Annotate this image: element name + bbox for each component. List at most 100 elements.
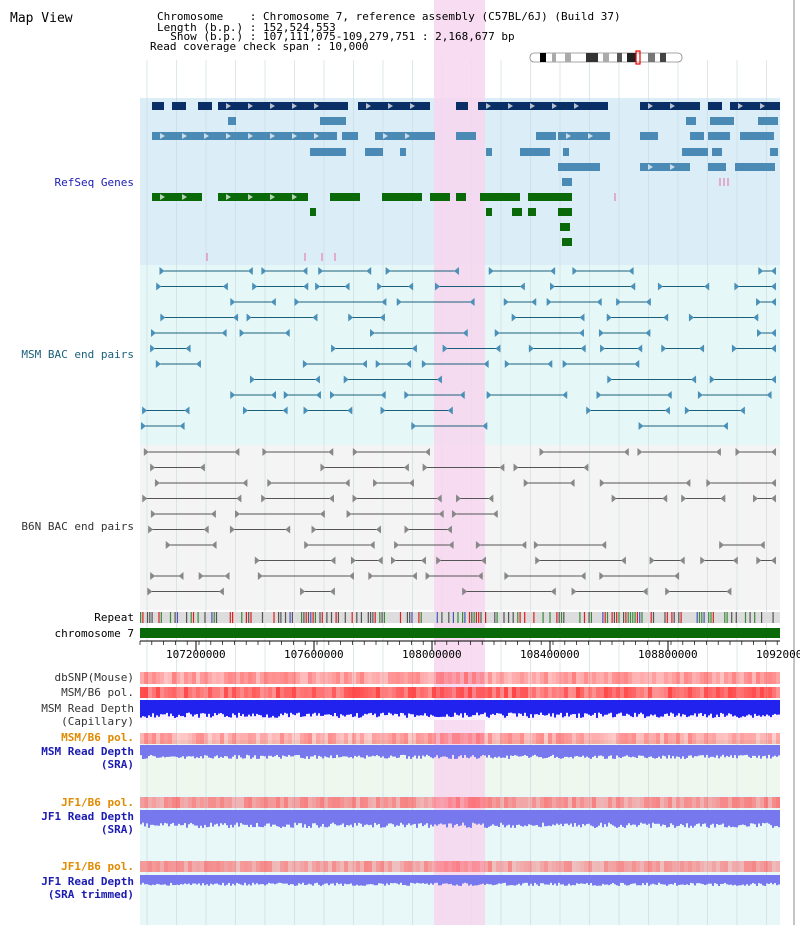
pol-cell [648, 797, 652, 808]
msm-capillary-depth-bar [650, 700, 652, 715]
msm-sra-depth-bar [684, 745, 686, 759]
msm-capillary-depth-bar [598, 700, 600, 713]
msm-capillary-depth-bar [710, 700, 712, 714]
jf1-trimmed-depth-bar [750, 875, 752, 885]
pol-cell [528, 687, 532, 698]
msm-bac-pair-end [578, 329, 584, 337]
dbsnp-cell [312, 672, 316, 684]
jf1-sra-depth-bar [570, 810, 572, 824]
msm-sra-depth-bar [438, 745, 440, 759]
jf1-sra-depth-bar [702, 810, 704, 824]
pol-cell [416, 797, 420, 808]
track-label-msm-read-depth-capillary[interactable]: MSM Read Depth [41, 702, 134, 715]
b6n-bac-pair-end [436, 494, 442, 503]
track-label-msm-bac-end-pairs[interactable]: MSM BAC end pairs [21, 348, 134, 361]
track-label-refseq-genes[interactable]: RefSeq Genes [54, 176, 134, 189]
gene-block [218, 193, 308, 201]
pol-cell [696, 797, 700, 808]
track-label-b6n-bac-end-pairs[interactable]: B6N BAC end pairs [21, 520, 134, 533]
jf1-sra-depth-bar [198, 810, 200, 828]
dbsnp-cell [660, 672, 664, 684]
jf1-trimmed-depth-bar [202, 875, 204, 884]
pol-cell [444, 861, 448, 872]
dbsnp-cell [332, 672, 336, 684]
track-label-msm-b6-pol-2[interactable]: MSM/B6 pol. [61, 731, 134, 744]
jf1-trimmed-depth-bar [370, 875, 372, 885]
pol-cell [772, 797, 776, 808]
msm-capillary-depth-bar [514, 700, 516, 714]
msm-bac-pair-end [600, 344, 606, 353]
track-label-msm-read-depth-sra[interactable]: MSM Read Depth [41, 745, 134, 758]
jf1-trimmed-depth-bar [434, 875, 436, 883]
jf1-trimmed-depth-bar [762, 875, 764, 886]
jf1-sra-depth-bar [770, 810, 772, 826]
pol-cell [556, 861, 560, 872]
dbsnp-cell [648, 672, 652, 684]
msm-capillary-depth-bar [664, 700, 666, 715]
jf1-sra-depth-bar [340, 810, 342, 825]
pol-cell [228, 733, 232, 744]
jf1-trimmed-depth-bar [240, 875, 242, 885]
repeat-mark [411, 612, 413, 623]
dbsnp-cell [420, 672, 424, 684]
track-label-chromosome[interactable]: chromosome 7 [54, 627, 134, 640]
jf1-trimmed-depth-bar [528, 875, 530, 886]
dbsnp-cell [348, 672, 352, 684]
pol-cell [592, 861, 596, 872]
msm-capillary-depth-bar [362, 700, 364, 716]
pol-cell [440, 861, 444, 872]
jf1-sra-depth-bar [304, 810, 306, 825]
pol-cell [712, 861, 716, 872]
b6n-bac-pair-end [285, 525, 291, 534]
pol-cell [220, 733, 224, 744]
msm-sra-depth-bar [358, 745, 360, 756]
gene-block [400, 148, 406, 156]
jf1-sra-depth-bar [644, 810, 646, 824]
msm-sra-depth-bar [338, 745, 340, 758]
jf1-trimmed-depth-bar [250, 875, 252, 886]
pol-cell [156, 797, 160, 808]
track-label-jf1-read-depth-trimmed[interactable]: JF1 Read Depth [41, 875, 134, 888]
jf1-trimmed-depth-bar [558, 875, 560, 883]
ideogram-band [540, 53, 546, 62]
track-label-jf1-b6-pol-2[interactable]: JF1/B6 pol. [61, 860, 134, 873]
pol-cell [576, 861, 580, 872]
jf1-sra-depth-bar [700, 810, 702, 827]
track-label-jf1-read-depth-sra[interactable]: JF1 Read Depth [41, 810, 134, 823]
msm-bac-pair-end [303, 406, 309, 415]
msm-sra-depth-bar [654, 745, 656, 759]
pol-cell [552, 797, 556, 808]
jf1-sra-depth-bar [168, 810, 170, 827]
pol-cell [436, 687, 440, 698]
msm-capillary-depth-bar [342, 700, 344, 716]
pol-cell [444, 797, 448, 808]
msm-capillary-depth-bar [402, 700, 404, 714]
jf1-sra-depth-bar [518, 810, 520, 825]
msm-bac-pair-end [221, 329, 227, 337]
msm-bac-pair-end [404, 391, 410, 399]
msm-capillary-depth-bar [272, 700, 274, 716]
track-label-dbsnp[interactable]: dbSNP(Mouse) [54, 671, 134, 684]
pol-cell [204, 861, 208, 872]
msm-capillary-depth-bar [416, 700, 418, 716]
track-label-repeat[interactable]: Repeat [94, 611, 134, 624]
track-label-msm-b6-pol[interactable]: MSM/B6 pol. [61, 686, 134, 699]
jf1-trimmed-depth-bar [510, 875, 512, 886]
msm-capillary-depth-bar [198, 700, 200, 718]
track-label-jf1-b6-pol[interactable]: JF1/B6 pol. [61, 796, 134, 809]
dbsnp-cell [284, 672, 288, 684]
msm-capillary-depth-bar [470, 700, 472, 717]
jf1-trimmed-depth-bar [382, 875, 384, 884]
gene-arrow [670, 103, 675, 109]
jf1-trimmed-depth-bar [488, 875, 490, 885]
msm-sra-depth-bar [182, 745, 184, 757]
jf1-trimmed-depth-bar [176, 875, 178, 885]
jf1-trimmed-depth-bar [500, 875, 502, 884]
msm-bac-pair-end [381, 298, 387, 306]
jf1-trimmed-depth-bar [308, 875, 310, 884]
pol-cell [760, 861, 764, 872]
jf1-sra-depth-bar [332, 810, 334, 823]
pol-cell [496, 861, 500, 872]
b6n-bac-pair-end [422, 463, 428, 472]
